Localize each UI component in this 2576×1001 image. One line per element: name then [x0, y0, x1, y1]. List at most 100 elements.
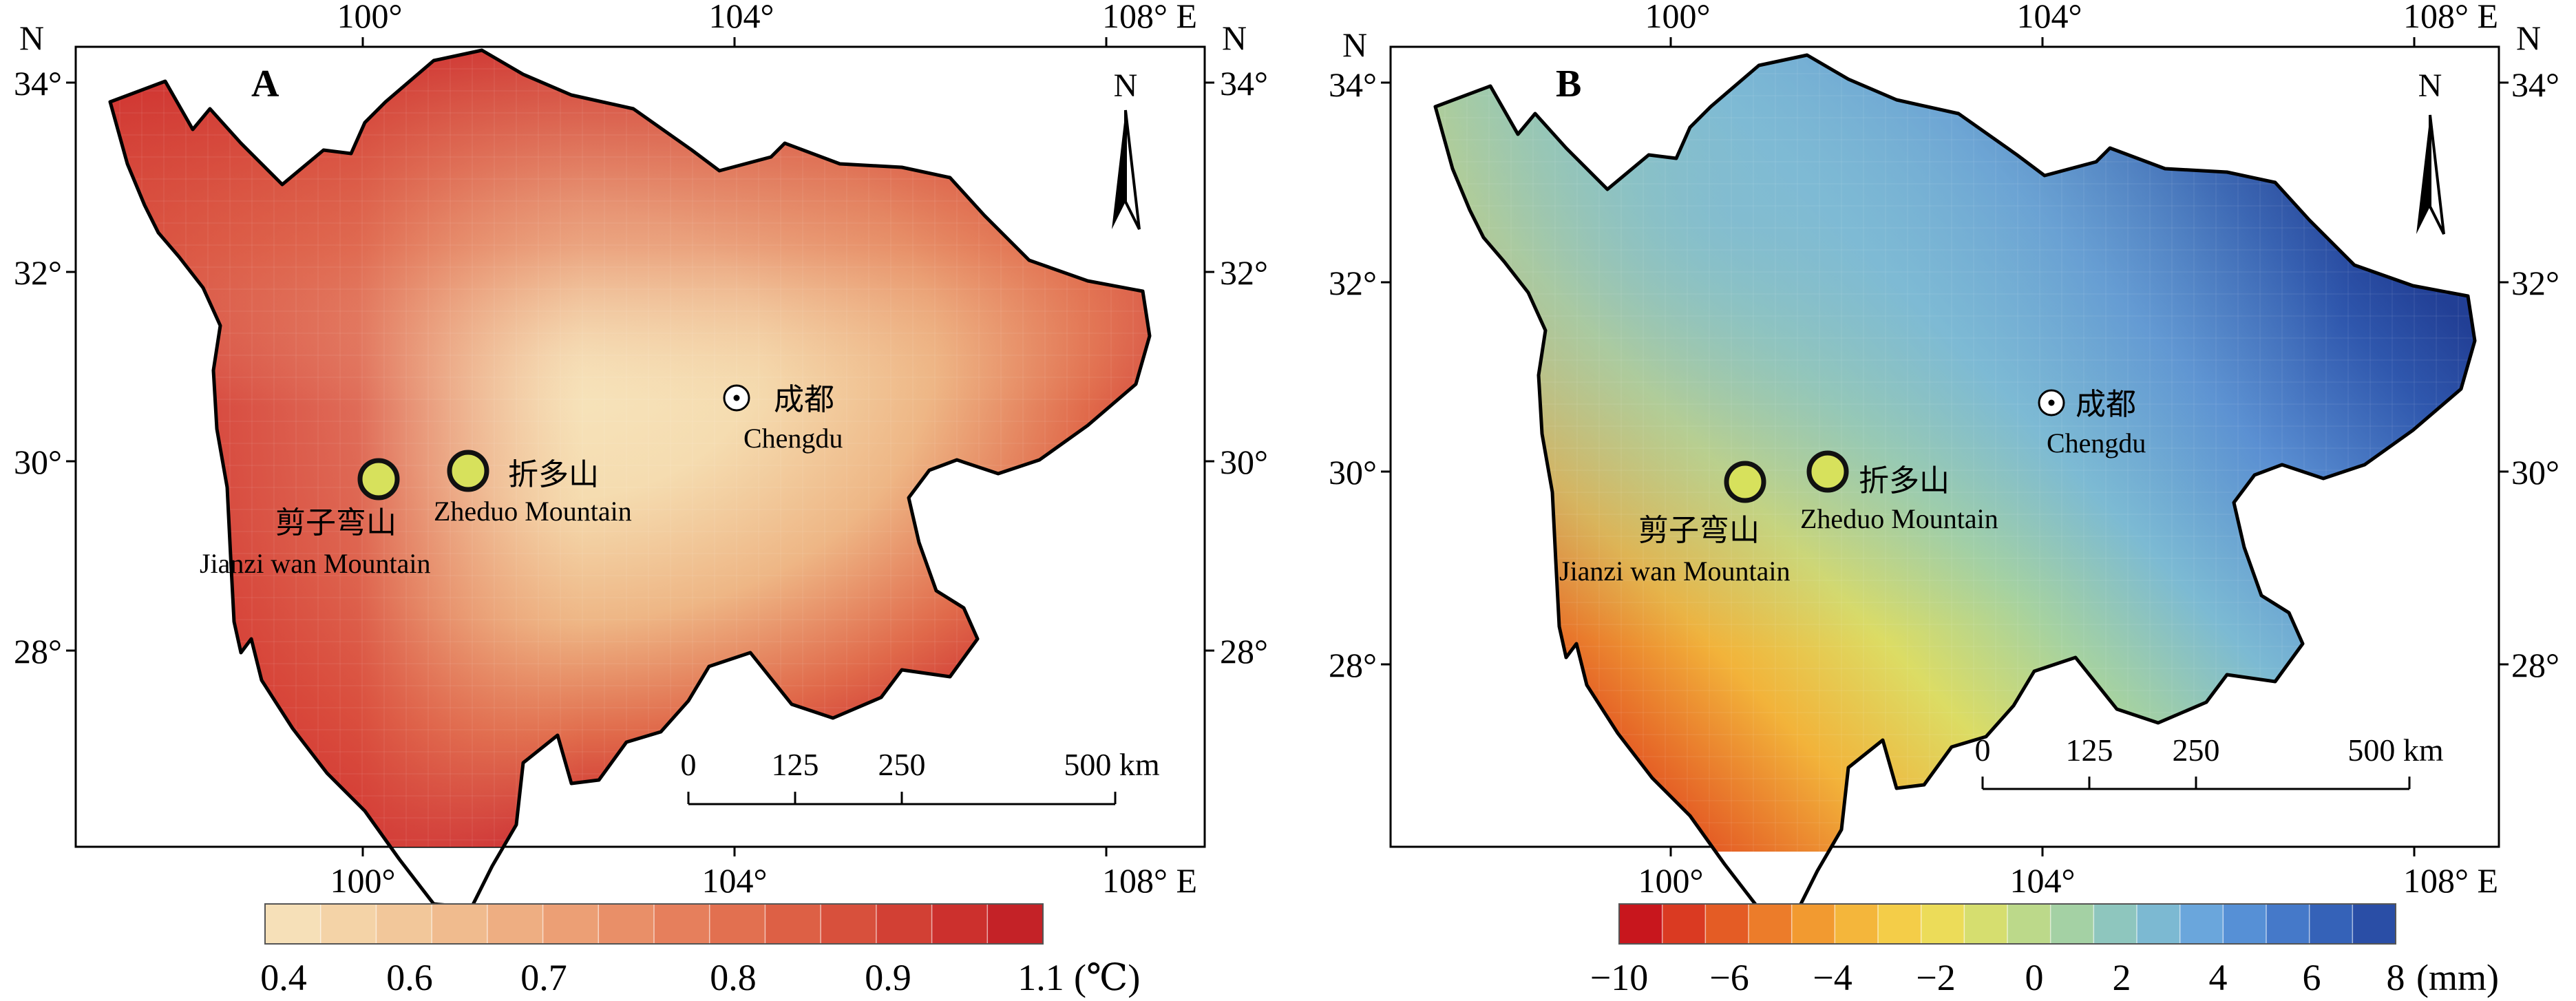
- panel-a-cb-tick-3: 0.8: [710, 957, 757, 998]
- panel-b-cb-tick-7: 6: [2303, 957, 2321, 998]
- panel-b-chengdu-en: Chengdu: [2047, 428, 2146, 459]
- panel-a-cb-units: (℃): [1074, 957, 1140, 998]
- panel-b-chengdu-cn: 成都: [2076, 387, 2136, 422]
- panel-a-zheduo-marker: [447, 450, 489, 492]
- panel-b-top-lon-100: 100°: [1645, 0, 1711, 35]
- panel-b-cb-tick-3: −2: [1916, 957, 1955, 998]
- panel-b-cb-tick-5: 2: [2113, 957, 2131, 998]
- panel-b-cb-tick-1: −6: [1709, 957, 1749, 998]
- panel-a-right-north-label: N: [1222, 19, 1247, 57]
- panel-b-north-arrow-icon: [2416, 114, 2445, 235]
- panel-b-bottom-lon-104: 104°: [2010, 861, 2076, 900]
- panel-a-colorbar-swatch: [765, 904, 821, 944]
- panel-a-colorbar-swatch: [542, 904, 599, 944]
- panel-b-right-north-label: N: [2516, 19, 2541, 57]
- panel-b-colorbar-swatch: [2179, 904, 2224, 944]
- panel-b-cb-units: (mm): [2416, 957, 2499, 998]
- panel-b-colorbar-swatch: [2007, 904, 2051, 944]
- panel-a-frame-ticks: [66, 37, 1214, 856]
- panel-b-jianziwan-marker: [1724, 461, 1766, 503]
- panel-b-colorbar-swatch: [1619, 904, 1663, 944]
- panel-a-colorbar-swatch: [320, 904, 377, 944]
- panel-a-colorbar-swatch: [876, 904, 933, 944]
- panel-b-left-lat-28: 28°: [1329, 646, 1377, 684]
- panel-b-left-lat-30: 30°: [1329, 453, 1377, 492]
- panel-b-colorbar-swatch: [2352, 904, 2396, 944]
- panel-b-colorbar-swatch: [2223, 904, 2267, 944]
- panel-b-colorbar-swatch: [1705, 904, 1749, 944]
- panel-a-scale-125: 125: [772, 747, 819, 782]
- panel-a-top-lon-100: 100°: [337, 0, 403, 35]
- panel-a-left-lat-30: 30°: [14, 443, 62, 481]
- panel-a-zheduo-cn: 折多山: [508, 457, 599, 492]
- panel-a-colorbar-swatch: [987, 904, 1044, 944]
- panel-b-cb-tick-6: 4: [2209, 957, 2228, 998]
- panel-b-right-lat-30: 30°: [2511, 453, 2559, 492]
- panel-b-zheduo-marker: [1806, 450, 1849, 493]
- panel-a-colorbar-swatch: [931, 904, 988, 944]
- panel-b-right-lat-34: 34°: [2511, 65, 2559, 104]
- panel-b-frame-ticks: [1381, 37, 2509, 856]
- panel-a-right-lat-30: 30°: [1220, 443, 1268, 481]
- panel-b-scale-0: 0: [1975, 733, 1991, 768]
- panel-b-scale-125: 125: [2066, 733, 2113, 768]
- panel-b-bottom-lon-108: 108° E: [2403, 861, 2498, 900]
- panel-b-colorbar-swatch: [2093, 904, 2137, 944]
- panel-a-zheduo-en: Zheduo Mountain: [434, 496, 632, 527]
- panel-b-jianziwan-cn: 剪子弯山: [1638, 513, 1760, 548]
- panel-b-scale-250: 250: [2173, 733, 2220, 768]
- panel-b-bottom-lon-100: 100°: [1638, 861, 1704, 900]
- panel-b-colorbar-swatch: [1835, 904, 1879, 944]
- panel-b-colorbar-swatch: [2050, 904, 2094, 944]
- panel-a-scale-500: 500 km: [1064, 747, 1160, 782]
- panel-b-colorbar-swatch: [1964, 904, 2008, 944]
- panel-b-colorbar-swatch: [2309, 904, 2353, 944]
- panel-a-left-lat-32: 32°: [14, 253, 62, 292]
- panel-b-jianziwan-en: Jianzi wan Mountain: [1559, 556, 1791, 587]
- panel-b-pixel-grid: [1435, 55, 2475, 852]
- panel-b-scale-bar: [1981, 777, 2411, 790]
- panel-a-jianziwan-en: Jianzi wan Mountain: [200, 548, 431, 579]
- panel-a-chengdu-en: Chengdu: [743, 423, 843, 454]
- panel-b-colorbar-swatch: [2266, 904, 2310, 944]
- panel-a-top-lon-108: 108° E: [1102, 0, 1197, 35]
- panel-a-colorbar-swatch: [821, 904, 877, 944]
- panel-a-right-lat-34: 34°: [1220, 64, 1268, 103]
- panel-a-colorbar-swatch: [376, 904, 432, 944]
- panel-a-cb-tick-2: 0.7: [520, 957, 567, 998]
- panel-a-scale-250: 250: [878, 747, 926, 782]
- panel-a-top-lon-104: 104°: [709, 0, 774, 35]
- panel-a-colorbar-swatch: [487, 904, 544, 944]
- panel-a-right-lat-32: 32°: [1220, 253, 1268, 292]
- panel-b-north-arrow-label: N: [2418, 67, 2442, 104]
- panel-b-chengdu-marker: [2038, 389, 2065, 417]
- panel-b-colorbar: [1618, 903, 2396, 945]
- panel-a-left-lat-34: 34°: [14, 64, 62, 103]
- panel-b-left-north-label: N: [1342, 25, 1367, 64]
- panel-b-zheduo-cn: 折多山: [1859, 463, 1950, 498]
- panel-a-jianziwan-cn: 剪子弯山: [275, 505, 397, 540]
- panel-a-colorbar-swatch: [709, 904, 766, 944]
- panel-a-left-lat-28: 28°: [14, 632, 62, 671]
- panel-a-scale-0: 0: [681, 747, 697, 782]
- panel-a-right-lat-28: 28°: [1220, 632, 1268, 671]
- panel-a-left-north-label: N: [19, 19, 44, 57]
- panel-b-left-lat-34: 34°: [1329, 65, 1377, 104]
- panel-a-colorbar-swatch: [598, 904, 655, 944]
- panel-b-top-lon-108: 108° E: [2403, 0, 2498, 35]
- panel-a: 成都 Chengdu 折多山 Zheduo Mountain 剪子弯山 Jian…: [14, 0, 1268, 998]
- panel-b-letter: B: [1556, 63, 1581, 105]
- panel-b-cb-tick-2: −4: [1813, 957, 1852, 998]
- panel-a-scale-bar: [687, 792, 1117, 805]
- panel-b-colorbar-swatch: [2137, 904, 2181, 944]
- panel-b-colorbar-swatch: [1749, 904, 1793, 944]
- panel-a-bottom-lon-104: 104°: [702, 861, 768, 900]
- panel-b-left-lat-32: 32°: [1329, 264, 1377, 302]
- panel-a-colorbar-swatch: [265, 904, 321, 944]
- panel-b-right-lat-28: 28°: [2511, 646, 2559, 684]
- panel-a-jianziwan-marker: [357, 458, 400, 500]
- panel-b-colorbar-swatch: [1921, 904, 1965, 944]
- panel-a-chengdu-marker: [723, 384, 750, 412]
- panel-a-letter: A: [251, 63, 279, 105]
